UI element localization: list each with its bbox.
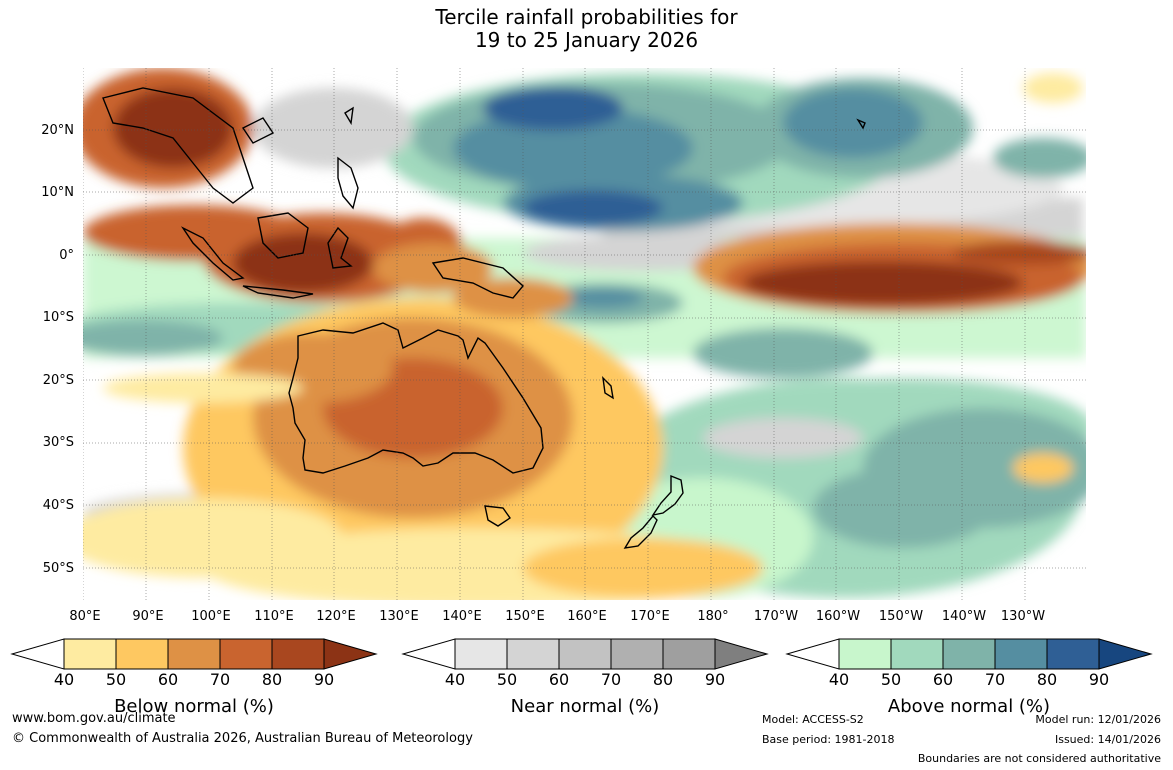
- colorbar-above-segment-0: [785, 638, 840, 670]
- colorbar-above-segment-4: [994, 638, 1048, 670]
- copyright-text: © Commonwealth of Australia 2026, Austra…: [12, 731, 473, 746]
- source-url: www.bom.gov.au/climate: [12, 711, 176, 726]
- lon-label-150w: 150°W: [878, 609, 924, 624]
- below-tick-70: 70: [209, 670, 231, 689]
- lat-label-40s: 40°S: [42, 498, 74, 513]
- colorbar-above-normal: [785, 638, 1153, 670]
- new-guinea-outline: [431, 257, 524, 299]
- above-tick-50: 50: [880, 670, 902, 689]
- colorbar-below-segment-6: [323, 638, 378, 670]
- asia-mainland-outline: [102, 87, 254, 204]
- graticule: [83, 68, 1086, 600]
- colorbar-near-segment-4: [610, 638, 664, 670]
- coastlines: [102, 87, 866, 549]
- colorbar-below-normal: [10, 638, 378, 670]
- near-tick-40: 40: [444, 670, 466, 689]
- lat-label-10n: 10°N: [41, 185, 74, 200]
- lon-label-100e: 100°E: [191, 609, 231, 624]
- colorbar-above-segment-2: [890, 638, 944, 670]
- near-tick-80: 80: [652, 670, 674, 689]
- colorbar-near-segment-5: [662, 638, 716, 670]
- colorbar-below-segment-1: [63, 638, 117, 670]
- lat-label-20s: 20°S: [42, 373, 74, 388]
- new-caledonia-outline: [602, 376, 614, 400]
- colorbar-near-segment-2: [506, 638, 560, 670]
- lon-label-150e: 150°E: [505, 609, 545, 624]
- lon-label-160e: 160°E: [567, 609, 607, 624]
- lat-label-equator: 0°: [59, 248, 74, 263]
- new-zealand-north-outline: [651, 474, 684, 517]
- near-tick-70: 70: [600, 670, 622, 689]
- near-tick-60: 60: [548, 670, 570, 689]
- lon-label-90e: 90°E: [132, 609, 164, 624]
- tasmania-outline: [484, 505, 511, 527]
- lon-label-180: 180°: [697, 609, 729, 624]
- below-tick-60: 60: [157, 670, 179, 689]
- above-tick-90: 90: [1088, 670, 1110, 689]
- lon-label-120e: 120°E: [316, 609, 356, 624]
- colorbar-near-segment-1: [454, 638, 508, 670]
- sulawesi-outline: [327, 226, 353, 269]
- lon-label-140w: 140°W: [941, 609, 987, 624]
- base-period: Base period: 1981-2018: [762, 733, 895, 746]
- hainan-outline: [241, 117, 275, 144]
- lon-label-110e: 110°E: [254, 609, 294, 624]
- map-title-line-2: 19 to 25 January 2026: [474, 28, 699, 52]
- boundaries-disclaimer: Boundaries are not considered authoritat…: [917, 752, 1161, 765]
- below-tick-80: 80: [261, 670, 283, 689]
- issued-date: Issued: 14/01/2026: [1054, 733, 1161, 746]
- colorbar-above-segment-3: [942, 638, 996, 670]
- rainfall-probability-map: [83, 68, 1086, 600]
- colorbar-above-segment-6: [1098, 638, 1153, 670]
- hawaii-outline: [856, 118, 866, 130]
- lon-label-130w: 130°W: [1000, 609, 1046, 624]
- taiwan-outline: [344, 106, 354, 126]
- colorbar-above-segment-5: [1046, 638, 1100, 670]
- above-tick-60: 60: [932, 670, 954, 689]
- near-normal-title: Near normal (%): [510, 696, 660, 717]
- model-run-date: Model run: 12/01/2026: [1035, 713, 1161, 726]
- australia-outline: [288, 322, 544, 474]
- colorbar-near-segment-3: [558, 638, 612, 670]
- near-tick-90: 90: [704, 670, 726, 689]
- above-tick-80: 80: [1036, 670, 1058, 689]
- above-normal-title: Above normal (%): [887, 696, 1051, 717]
- borneo-outline: [257, 212, 309, 259]
- below-tick-90: 90: [313, 670, 335, 689]
- lon-label-170w: 170°W: [753, 609, 799, 624]
- probability-field: [83, 68, 1086, 600]
- lat-label-30s: 30°S: [42, 435, 74, 450]
- philippines-outline: [337, 156, 359, 210]
- colorbar-above-segment-1: [838, 638, 892, 670]
- lat-label-50s: 50°S: [42, 561, 74, 576]
- below-normal-title: Below normal (%): [114, 696, 274, 717]
- above-tick-40: 40: [828, 670, 850, 689]
- new-zealand-south-outline: [623, 514, 658, 549]
- lon-label-80e: 80°E: [69, 609, 101, 624]
- below-tick-40: 40: [53, 670, 75, 689]
- near-tick-50: 50: [496, 670, 518, 689]
- colorbar-below-segment-5: [271, 638, 325, 670]
- lon-label-130e: 130°E: [379, 609, 419, 624]
- lat-label-20n: 20°N: [41, 123, 74, 138]
- model-name: Model: ACCESS-S2: [762, 713, 864, 726]
- colorbar-below-segment-0: [10, 638, 65, 670]
- colorbar-near-normal: [401, 638, 769, 670]
- lon-label-170e: 170°E: [630, 609, 670, 624]
- colorbar-near-segment-0: [401, 638, 456, 670]
- sumatra-outline: [180, 226, 245, 281]
- lat-label-10s: 10°S: [42, 310, 74, 325]
- colorbar-below-segment-4: [219, 638, 273, 670]
- colorbar-below-segment-3: [167, 638, 221, 670]
- map-title-line-1: Tercile rainfall probabilities for: [435, 5, 738, 29]
- lon-label-160w: 160°W: [815, 609, 861, 624]
- lon-label-140e: 140°E: [442, 609, 482, 624]
- java-outline: [242, 285, 314, 299]
- above-tick-70: 70: [984, 670, 1006, 689]
- colorbar-below-segment-2: [115, 638, 169, 670]
- colorbar-near-segment-6: [714, 638, 769, 670]
- below-tick-50: 50: [105, 670, 127, 689]
